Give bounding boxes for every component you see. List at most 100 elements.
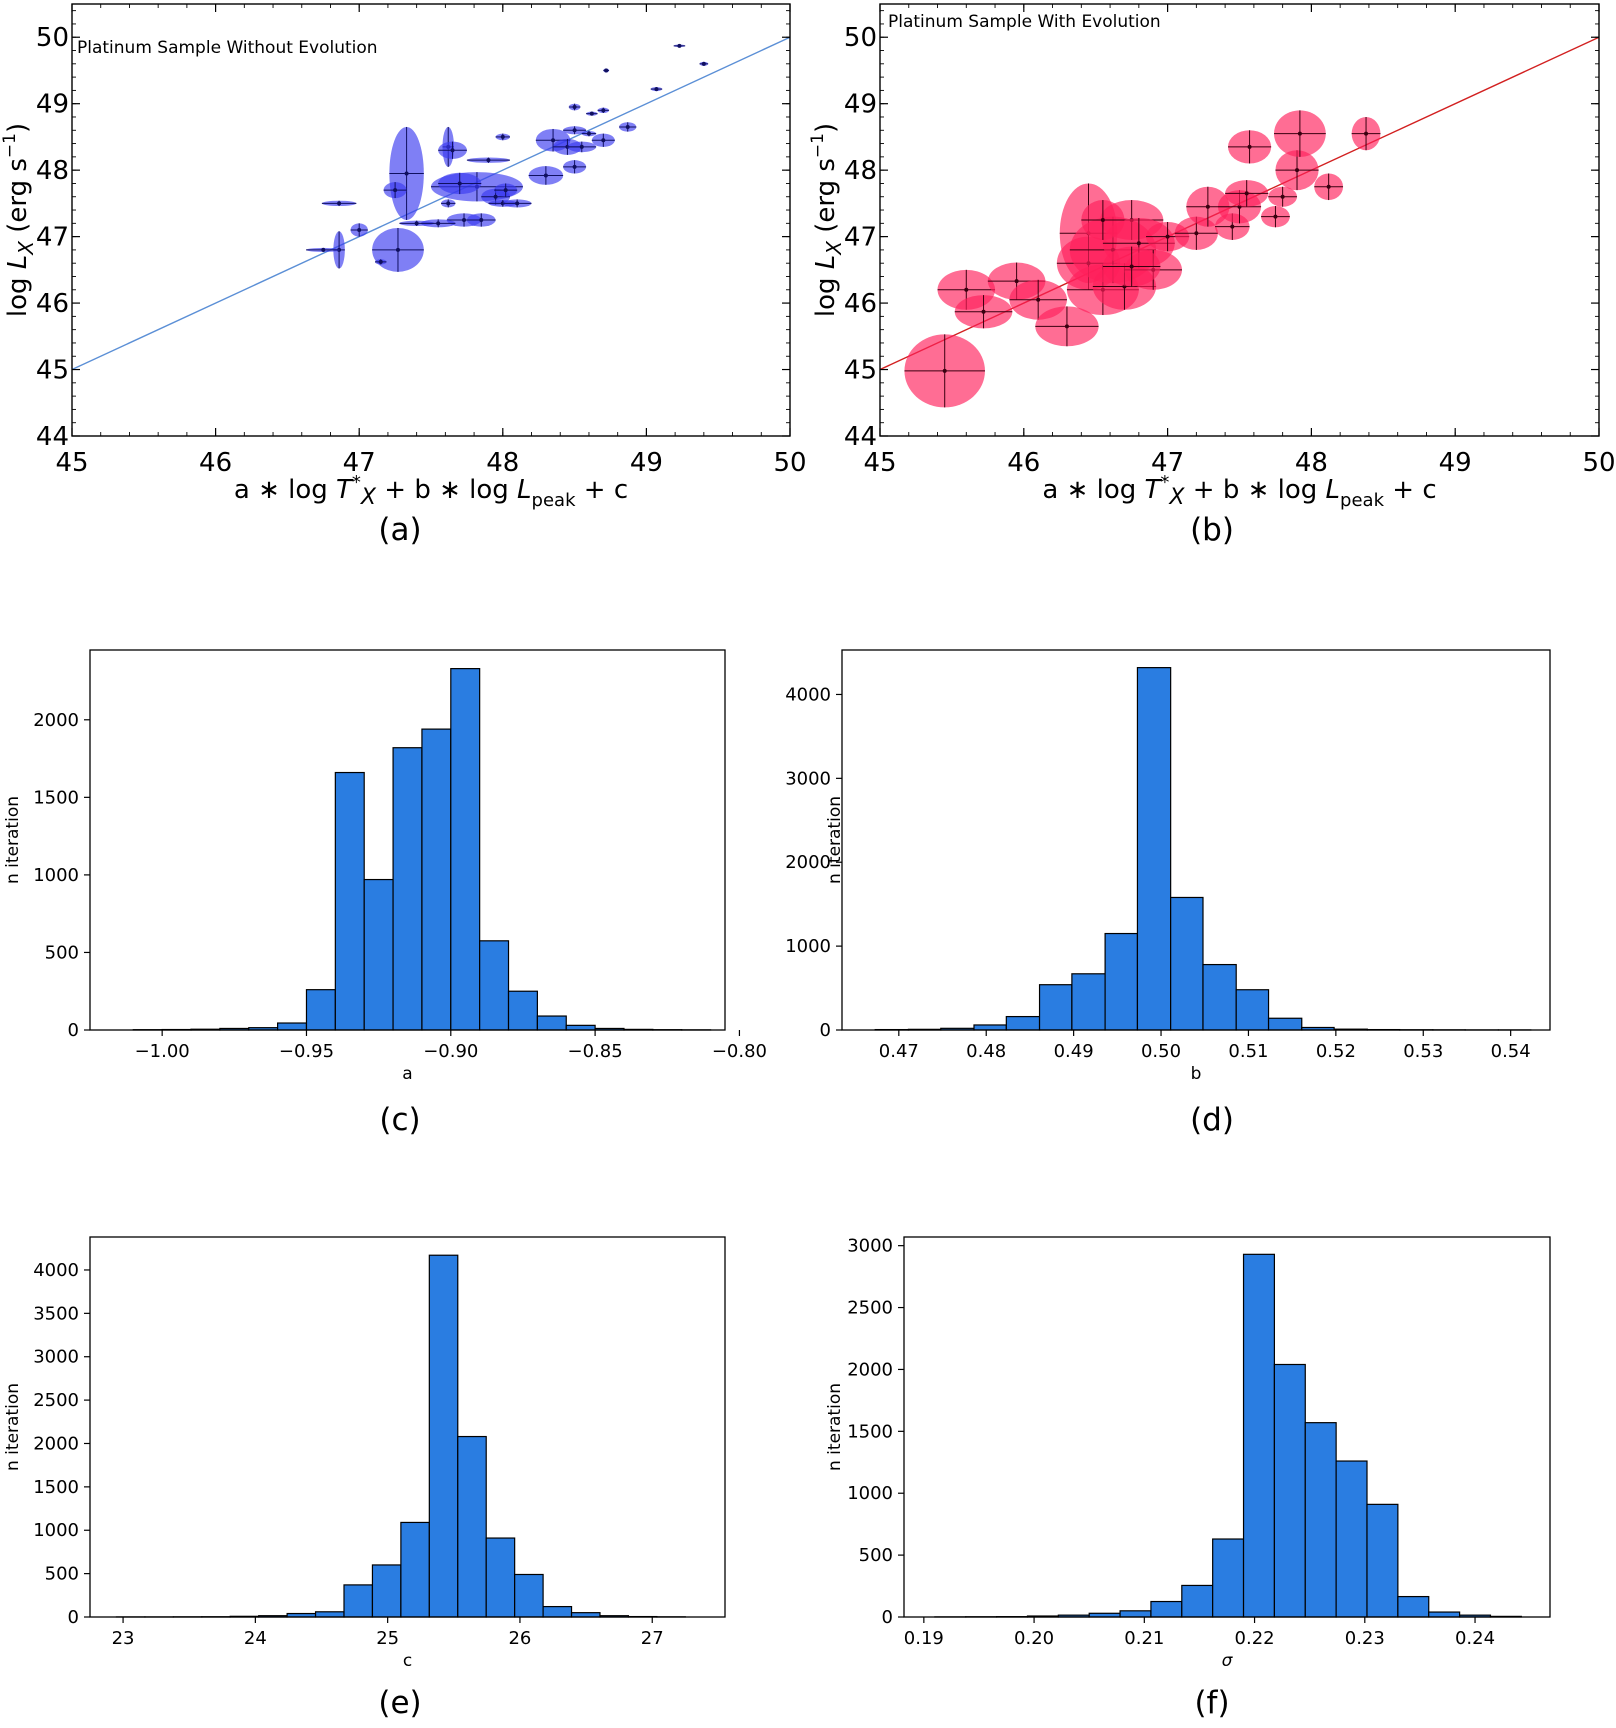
x-tick-label: 0.21 xyxy=(1124,1628,1164,1649)
x-tick-label: −0.80 xyxy=(712,1041,767,1062)
x-tick-label: 45 xyxy=(55,448,88,478)
panel-label: (e) xyxy=(378,1685,421,1721)
data-point xyxy=(1064,324,1069,329)
histogram-bar xyxy=(1202,963,1237,1031)
y-axis-label: log LX (erg s−1) xyxy=(808,123,846,317)
data-point xyxy=(625,124,630,129)
y-tick-label: 45 xyxy=(844,356,877,386)
panel-label: (b) xyxy=(1190,512,1234,548)
data-point xyxy=(677,43,682,48)
y-tick-label: 50 xyxy=(36,23,69,53)
x-tick-label: 0.50 xyxy=(1141,1041,1181,1062)
histogram-bar xyxy=(305,989,336,1031)
histogram-bar xyxy=(334,771,365,1031)
histogram-bar xyxy=(1267,1017,1303,1031)
x-tick-label: 24 xyxy=(244,1628,267,1649)
x-tick-label: −1.00 xyxy=(135,1041,190,1062)
histogram-bar xyxy=(1104,932,1139,1031)
x-tick-label: 47 xyxy=(343,448,376,478)
data-point xyxy=(604,68,609,73)
y-tick-label: 1000 xyxy=(33,1520,79,1541)
data-point xyxy=(654,87,659,92)
data-point xyxy=(457,181,462,186)
data-point xyxy=(701,61,706,66)
y-tick-label: 45 xyxy=(36,356,69,386)
x-tick-label: 25 xyxy=(376,1628,399,1649)
data-point xyxy=(543,173,548,178)
data-point xyxy=(964,287,969,292)
y-tick-label: 44 xyxy=(844,422,877,452)
data-point xyxy=(1295,168,1300,173)
data-point xyxy=(1247,144,1252,149)
y-tick-label: 0 xyxy=(820,1020,831,1041)
data-point xyxy=(601,108,606,113)
data-point xyxy=(450,148,455,153)
data-point xyxy=(1165,234,1170,239)
histogram-bar xyxy=(457,1435,487,1618)
data-layer xyxy=(72,36,790,371)
histogram-bar xyxy=(479,940,510,1031)
data-point xyxy=(586,131,591,136)
histogram-bar xyxy=(1212,1538,1245,1618)
axes-frame xyxy=(903,1236,1551,1618)
y-tick-label: 1500 xyxy=(847,1421,893,1442)
histogram-bar xyxy=(421,728,452,1031)
x-tick-label: −0.90 xyxy=(423,1041,478,1062)
histogram-bar xyxy=(1071,973,1106,1031)
y-tick-label: 1500 xyxy=(33,787,79,808)
y-tick-label: 3500 xyxy=(33,1303,79,1324)
data-point xyxy=(378,259,383,264)
panel-f: 0.19 0.20 0.21 0.22 0.23 0.24 0 500 1000 1500 2000… xyxy=(825,1236,1551,1721)
data-point xyxy=(395,247,400,252)
y-tick-label: 2500 xyxy=(33,1390,79,1411)
y-axis-label: n iteration xyxy=(825,796,845,884)
histogram-bar xyxy=(392,747,423,1031)
data-point xyxy=(1194,231,1199,236)
x-axis-label: c xyxy=(403,1651,412,1671)
x-tick-label: 0.52 xyxy=(1316,1041,1356,1062)
histogram-bar xyxy=(1038,984,1073,1031)
y-tick-label: 0 xyxy=(68,1607,79,1628)
y-tick-label: 0 xyxy=(882,1607,893,1628)
data-point xyxy=(515,201,520,206)
data-point xyxy=(446,201,451,206)
y-tick-label: 1000 xyxy=(33,865,79,886)
x-tick-label: 0.48 xyxy=(966,1041,1006,1062)
fit-line xyxy=(72,36,790,371)
histogram-bar xyxy=(570,1612,601,1618)
histogram-bar xyxy=(1150,1600,1183,1618)
y-tick-label: 2000 xyxy=(33,710,79,731)
histogram-bar xyxy=(1335,1460,1368,1618)
x-tick-label: 0.22 xyxy=(1235,1628,1275,1649)
y-tick-label: 46 xyxy=(36,289,69,319)
x-tick-label: 0.20 xyxy=(1014,1628,1054,1649)
histogram-bar xyxy=(428,1254,459,1618)
histogram-bar xyxy=(1366,1503,1399,1618)
data-point xyxy=(321,247,326,252)
data-point xyxy=(601,138,606,143)
x-tick-label: 0.53 xyxy=(1403,1041,1443,1062)
y-tick-label: 2000 xyxy=(785,852,831,873)
panel-d: 0.47 0.48 0.49 0.50 0.51 0.52 0.53 0.54 0 1000 200… xyxy=(785,649,1551,1138)
panel-e: 23 24 25 26 27 0 500 1000 1500 2000 2500 3000 3500 40… xyxy=(3,1236,726,1721)
x-tick-label: 0.24 xyxy=(1455,1628,1495,1649)
axes-frame xyxy=(71,3,791,437)
y-tick-label: 48 xyxy=(844,156,877,186)
panel-label: (d) xyxy=(1190,1102,1234,1138)
x-tick-label: 49 xyxy=(630,448,663,478)
panel-label: (a) xyxy=(378,512,421,548)
data-point xyxy=(579,144,584,149)
data-point xyxy=(500,134,505,139)
histogram-bar xyxy=(973,1024,1007,1031)
data-point xyxy=(1297,131,1302,136)
axes-frame xyxy=(841,649,1551,1031)
axes-frame xyxy=(879,3,1600,437)
y-tick-label: 2500 xyxy=(847,1298,893,1319)
x-tick-label: 27 xyxy=(641,1628,664,1649)
x-axis-label: b xyxy=(1191,1064,1202,1084)
x-tick-label: 48 xyxy=(1295,448,1328,478)
data-point xyxy=(589,111,594,116)
histogram-bar xyxy=(1242,1253,1276,1618)
data-layer xyxy=(880,36,1599,408)
